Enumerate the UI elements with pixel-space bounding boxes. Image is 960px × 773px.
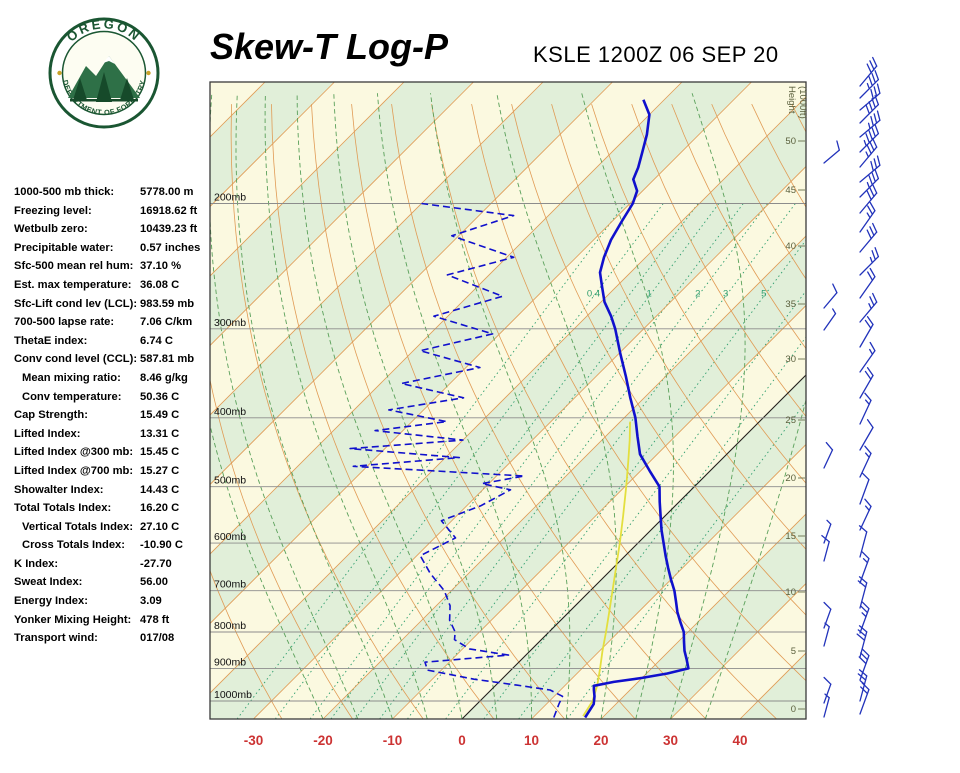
svg-text:40: 40: [732, 733, 747, 748]
svg-text:25: 25: [785, 415, 796, 426]
svg-text:0.4: 0.4: [587, 288, 600, 299]
svg-text:-30: -30: [244, 733, 264, 748]
svg-text:1: 1: [646, 288, 651, 299]
svg-text:900mb: 900mb: [214, 656, 246, 668]
svg-text:-20: -20: [313, 733, 333, 748]
wind-barb-column: [857, 58, 880, 715]
svg-text:5: 5: [791, 646, 796, 657]
svg-text:35: 35: [785, 299, 796, 310]
svg-text:40: 40: [785, 241, 796, 252]
svg-text:Height: Height: [786, 86, 797, 114]
svg-text:(1000ft): (1000ft): [797, 86, 808, 119]
temperature-axis-labels: -30 -20 -10 0 10 20 30 40: [244, 733, 748, 748]
svg-text:-10: -10: [383, 733, 403, 748]
svg-text:800mb: 800mb: [214, 620, 246, 632]
svg-text:15: 15: [785, 531, 796, 542]
svg-text:200mb: 200mb: [214, 192, 246, 204]
svg-text:3: 3: [723, 288, 728, 299]
svg-text:30: 30: [663, 733, 678, 748]
svg-text:45: 45: [785, 185, 796, 196]
svg-text:30: 30: [785, 354, 796, 365]
wind-barb-column: [822, 141, 839, 717]
svg-text:50: 50: [785, 136, 796, 147]
svg-text:1000mb: 1000mb: [214, 689, 252, 701]
svg-text:20: 20: [593, 733, 608, 748]
svg-text:600mb: 600mb: [214, 531, 246, 543]
svg-text:400mb: 400mb: [214, 406, 246, 418]
svg-text:10: 10: [524, 733, 539, 748]
svg-text:2: 2: [695, 288, 700, 299]
svg-text:700mb: 700mb: [214, 579, 246, 591]
svg-text:500mb: 500mb: [214, 475, 246, 487]
svg-text:5: 5: [761, 288, 766, 299]
svg-text:0: 0: [458, 733, 466, 748]
svg-text:0: 0: [791, 704, 796, 715]
svg-text:20: 20: [785, 473, 796, 484]
svg-text:10: 10: [785, 587, 796, 598]
svg-text:300mb: 300mb: [214, 317, 246, 329]
